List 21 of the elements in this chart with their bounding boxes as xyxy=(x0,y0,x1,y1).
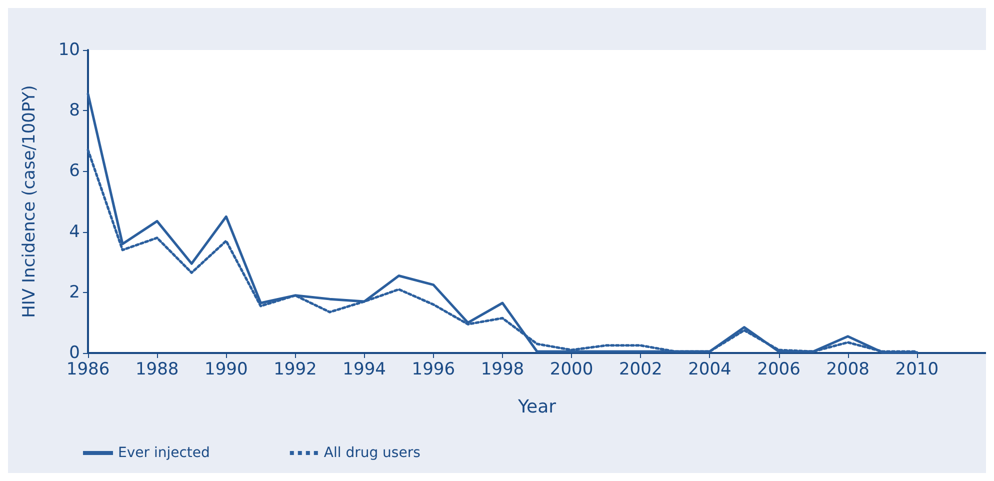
y-tick-label: 4 xyxy=(69,222,80,242)
legend-label: All drug users xyxy=(324,445,420,461)
y-tick-label: 2 xyxy=(69,282,80,302)
x-tick-label: 1998 xyxy=(480,360,524,380)
y-tick-label: 10 xyxy=(58,40,80,60)
x-tick-label: 1992 xyxy=(274,360,317,380)
y-tick-label: 6 xyxy=(69,161,80,182)
x-tick-label: 2002 xyxy=(618,360,662,380)
x-tick-label: 2004 xyxy=(688,360,732,380)
legend-label: Ever injected xyxy=(118,445,210,461)
x-tick-label: 1994 xyxy=(342,360,386,380)
x-tick-label: 1988 xyxy=(135,360,179,380)
x-tick-label: 1990 xyxy=(204,360,248,380)
x-tick-label: 2008 xyxy=(826,360,870,380)
x-tick-label: 1996 xyxy=(412,360,456,380)
x-tick-label: 2000 xyxy=(550,360,594,380)
x-tick-label: 2010 xyxy=(895,360,939,380)
y-axis-title: HIV Incidence (case/100PY) xyxy=(20,85,40,318)
x-tick-label: 2006 xyxy=(757,360,800,380)
x-axis-title: Year xyxy=(516,396,557,418)
y-tick-label: 8 xyxy=(69,100,80,121)
